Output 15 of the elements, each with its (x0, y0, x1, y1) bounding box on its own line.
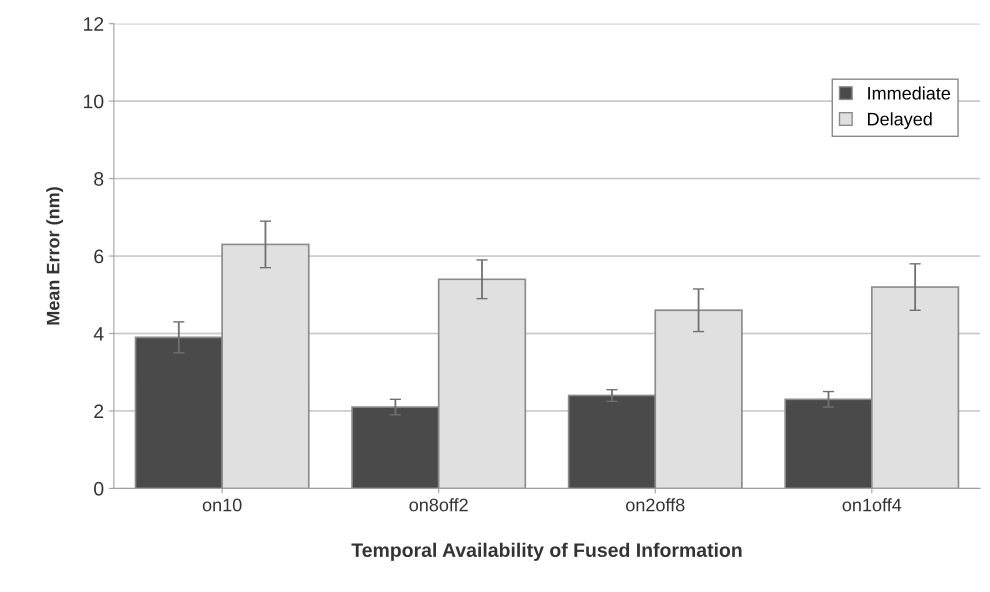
y-tick-label: 8 (94, 172, 104, 186)
x-tick-label: on1off4 (842, 498, 902, 512)
y-tick-label: 6 (94, 250, 104, 264)
y-tick-label: 4 (94, 327, 104, 341)
legend-label: Immediate (868, 86, 950, 100)
y-tick-label: 0 (94, 482, 104, 496)
y-tick-label: 10 (84, 94, 104, 108)
x-axis-title: Temporal Availability of Fused Information (351, 542, 742, 561)
x-tick-label: on10 (202, 498, 242, 512)
legend-label: Delayed (868, 112, 932, 130)
x-tick-label: on2off8 (626, 498, 684, 512)
y-tick-label: 12 (84, 17, 104, 31)
x-tick-label: on8off2 (409, 498, 468, 512)
y-tick-label: 2 (94, 404, 104, 418)
y-axis-title: Mean Error (nm) (46, 187, 64, 325)
